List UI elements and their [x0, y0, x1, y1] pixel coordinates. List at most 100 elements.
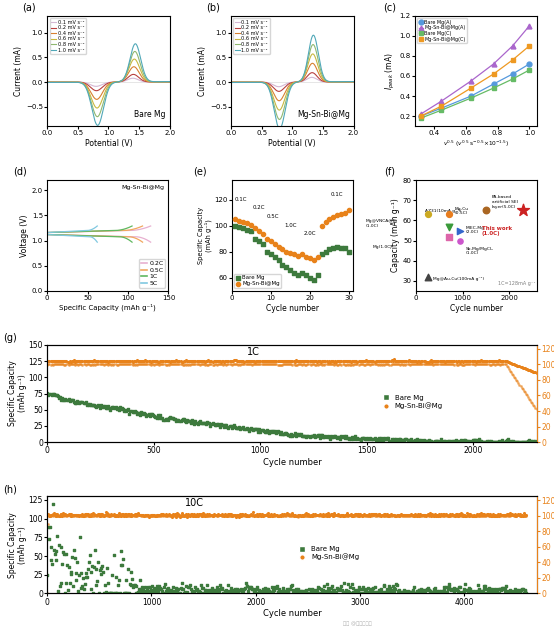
Point — [469, 359, 478, 369]
Point — [104, 510, 112, 520]
Point — [322, 431, 331, 441]
Point — [98, 511, 107, 521]
Point — [148, 587, 157, 597]
Point — [250, 425, 259, 435]
Point — [316, 356, 325, 366]
Point — [497, 585, 506, 595]
Point — [94, 509, 102, 519]
Point — [273, 587, 282, 597]
Point — [311, 511, 320, 521]
Point — [312, 510, 321, 520]
Point — [196, 355, 204, 365]
Point — [387, 511, 396, 521]
Point — [73, 396, 81, 406]
Point — [497, 359, 506, 369]
Point — [75, 510, 84, 520]
Point — [138, 356, 147, 366]
Point — [355, 582, 364, 592]
Point — [238, 509, 247, 519]
Point — [372, 356, 381, 366]
Point — [447, 511, 455, 521]
Point — [496, 509, 505, 519]
Point — [411, 588, 420, 598]
Point — [489, 585, 497, 595]
Point — [371, 359, 380, 369]
Point — [297, 511, 306, 521]
Point — [146, 511, 155, 521]
0.6 mV s⁻¹ — [98, 99, 105, 106]
Point — [65, 359, 74, 369]
Point — [308, 509, 317, 519]
Point — [69, 511, 78, 521]
Point — [138, 511, 147, 521]
Point — [349, 356, 358, 366]
Point — [249, 507, 258, 517]
Point — [263, 359, 271, 369]
Point — [178, 578, 187, 588]
Point — [80, 579, 89, 589]
0.2 mV s⁻¹ — [309, 69, 315, 77]
Point — [363, 433, 372, 443]
Point — [130, 356, 139, 366]
Point — [235, 585, 244, 595]
Line: Mg-Sn-Bi@Mg(C): Mg-Sn-Bi@Mg(C) — [418, 43, 532, 119]
Point — [502, 581, 511, 591]
Point — [218, 420, 227, 430]
Point — [520, 387, 529, 398]
Point — [255, 509, 264, 519]
X-axis label: $v^{0.5}$ ($v^{0.5}$ s$^{-0.5}$$\times$10$^{-1.5}$): $v^{0.5}$ ($v^{0.5}$ s$^{-0.5}$$\times$1… — [443, 139, 509, 149]
Point — [250, 587, 259, 597]
Point — [480, 359, 489, 369]
Point — [501, 510, 510, 520]
Point — [509, 510, 517, 520]
Point — [187, 510, 196, 520]
Point — [488, 357, 496, 367]
Point — [456, 510, 465, 520]
Point — [394, 510, 403, 520]
Point — [261, 427, 270, 437]
Point — [190, 359, 199, 369]
Point — [207, 510, 216, 520]
Point — [284, 359, 293, 369]
Point — [228, 421, 237, 431]
Point — [100, 588, 109, 598]
Point — [339, 356, 348, 366]
Point — [60, 510, 69, 520]
Point — [381, 511, 389, 521]
Point — [289, 359, 298, 369]
Point — [113, 356, 122, 366]
Point — [425, 436, 434, 447]
Point — [63, 394, 72, 404]
Point — [194, 359, 203, 369]
Point — [198, 509, 207, 519]
Point — [458, 509, 466, 519]
Point — [256, 355, 265, 365]
Point — [387, 509, 396, 519]
Point — [241, 356, 250, 366]
Point — [237, 359, 246, 369]
Point — [479, 584, 488, 594]
Point — [247, 509, 255, 519]
Point — [120, 511, 129, 521]
Point — [136, 356, 145, 366]
Point — [188, 415, 197, 425]
Point — [331, 431, 340, 441]
Point — [257, 587, 266, 597]
Point — [314, 430, 322, 440]
Point — [386, 510, 394, 520]
Point — [80, 359, 89, 369]
Point — [398, 510, 407, 520]
Point — [331, 510, 340, 520]
Point — [95, 511, 104, 521]
Point — [65, 511, 74, 521]
Point — [245, 423, 254, 433]
Point — [416, 437, 425, 447]
Point — [512, 587, 521, 597]
Point — [54, 511, 63, 521]
Point — [474, 511, 483, 521]
Point — [482, 511, 491, 521]
Point — [173, 415, 182, 425]
Point — [321, 586, 330, 596]
Point — [269, 585, 278, 595]
Point — [342, 586, 351, 596]
